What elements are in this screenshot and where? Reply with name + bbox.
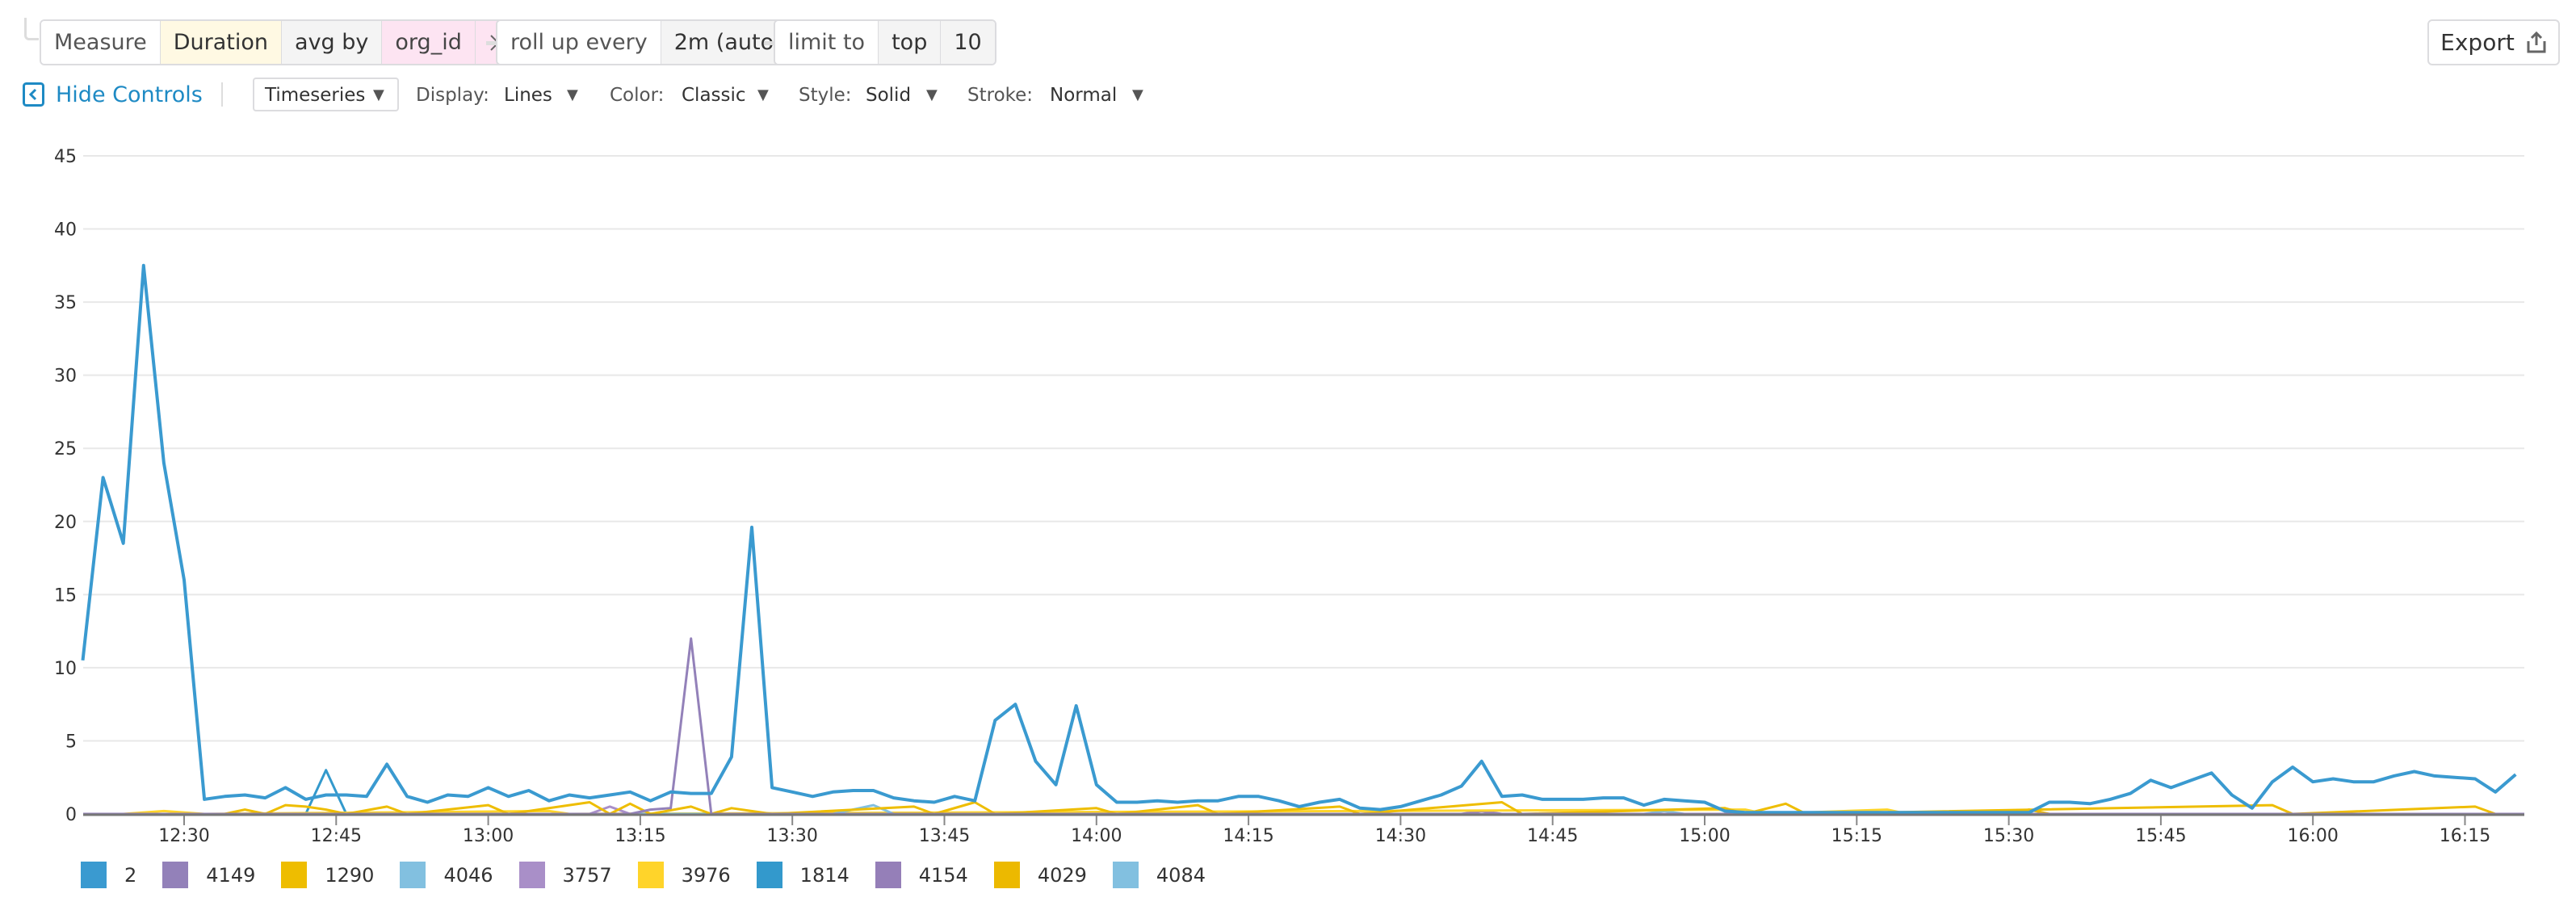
display-label: Display: [416,85,489,106]
connector [764,41,774,45]
legend-swatch [875,862,901,888]
y-tick-label: 25 [54,439,77,459]
legend-item[interactable]: 4029 [993,862,1087,888]
y-tick-label: 0 [65,805,77,825]
y-tick-label: 20 [54,513,77,533]
visualization-select[interactable] [253,78,399,111]
y-tick-label: 35 [54,293,77,313]
color-label: Color: [610,85,665,106]
legend-label: 1814 [799,863,850,887]
aggregation-select[interactable]: avg by [282,21,383,64]
query-bracket [24,18,39,40]
divider [221,82,223,107]
legend-swatch [81,862,107,888]
x-tick-label: 13:45 [919,826,970,846]
export-label: Export [2440,29,2515,56]
legend-item[interactable]: 4149 [162,862,255,888]
legend-swatch [637,862,664,888]
legend-label: 4154 [918,863,968,887]
legend-swatch [993,862,1020,888]
stroke-select[interactable]: Normal [1050,85,1118,106]
measure-select[interactable]: Duration [160,21,283,64]
legend-swatch [518,862,545,888]
legend-item[interactable]: 2 [81,862,136,888]
x-tick-label: 12:30 [158,826,209,846]
chevron-down-icon: ▼ [1132,86,1143,103]
chevron-down-icon: ▼ [373,86,384,103]
measure-label: Measure [41,21,161,64]
legend-item[interactable]: 4084 [1112,862,1206,888]
limit-value-input[interactable]: 10 [941,21,995,64]
share-upload-icon [2527,31,2546,52]
x-tick-label: 14:30 [1375,826,1426,846]
y-tick-label: 30 [54,367,77,387]
legend-item[interactable]: 4154 [875,862,968,888]
group-by-tag[interactable]: org_id [382,21,476,64]
x-tick-label: 16:00 [2287,826,2338,846]
legend-label: 4046 [443,863,493,887]
measure-group: Measure Duration avg by org_id [40,19,522,65]
series-line-2 [81,263,2517,815]
limit-label: limit to [775,21,879,64]
x-tick-label: 15:00 [1679,826,1730,846]
x-tick-label: 14:00 [1071,826,1122,846]
legend-item[interactable]: 4046 [400,862,493,888]
series-line-1290 [83,801,2524,816]
legend-swatch [756,862,782,888]
legend-swatch [281,862,308,888]
rollup-label: roll up every [497,21,661,64]
legend-label: 4149 [206,863,256,887]
legend-item[interactable]: 1290 [281,862,374,888]
x-tick-label: 15:15 [1831,826,1882,846]
chevron-down-icon: ▼ [757,86,769,103]
stroke-label: Stroke: [967,85,1034,106]
y-tick-label: 45 [54,147,77,167]
style-select[interactable]: Solid [866,85,912,106]
legend-label: 4084 [1156,863,1206,887]
x-tick-label: 15:30 [1983,826,2034,846]
y-tick-label: 5 [65,732,77,752]
export-button[interactable]: Export [2427,19,2560,65]
legend-label: 3757 [562,863,612,887]
limit-direction-select[interactable]: top [879,21,942,64]
legend-item[interactable]: 3976 [637,862,731,888]
hide-controls-button[interactable]: Hide Controls [56,82,203,107]
x-tick-label: 13:15 [615,826,665,846]
visualization-value: Timeseries [265,85,366,106]
x-tick-label: 13:00 [463,826,514,846]
x-tick-label: 13:30 [766,826,817,846]
limit-group: limit to top 10 [774,19,996,65]
legend: 2 4149 1290 4046 3757 3976 1814 4154 4029 4084 [81,862,1231,888]
series-line-4149 [83,637,2524,816]
y-tick-label: 15 [54,585,77,606]
color-select[interactable]: Classic [682,85,746,106]
style-label: Style: [799,85,852,106]
timeseries-chart: 0 5 10 15 20 25 30 35 40 45 12:30 12:45 13:00 13:15 13… [54,147,2524,846]
y-tick-label: 40 [54,220,77,241]
x-tick-label: 14:45 [1527,826,1578,846]
display-select[interactable]: Lines [504,85,552,106]
x-tick-label: 14:15 [1223,826,1273,846]
legend-label: 1290 [325,863,375,887]
chevron-down-icon: ▼ [926,86,938,103]
rollup-group: roll up every 2m (auto) [496,19,797,65]
legend-label: 2 [124,863,137,887]
x-tick-label: 15:45 [2135,826,2186,846]
hide-controls-icon[interactable] [23,82,44,107]
legend-item[interactable]: 3757 [518,862,612,888]
legend-label: 3976 [681,863,731,887]
legend-swatch [162,862,189,888]
connector [486,41,496,45]
legend-swatch [400,862,426,888]
legend-item[interactable]: 1814 [756,862,850,888]
legend-label: 4029 [1037,863,1087,887]
legend-swatch [1112,862,1139,888]
x-tick-label: 12:45 [311,826,362,846]
chevron-down-icon: ▼ [567,86,578,103]
y-tick-label: 10 [54,659,77,679]
x-tick-label: 16:15 [2440,826,2490,846]
